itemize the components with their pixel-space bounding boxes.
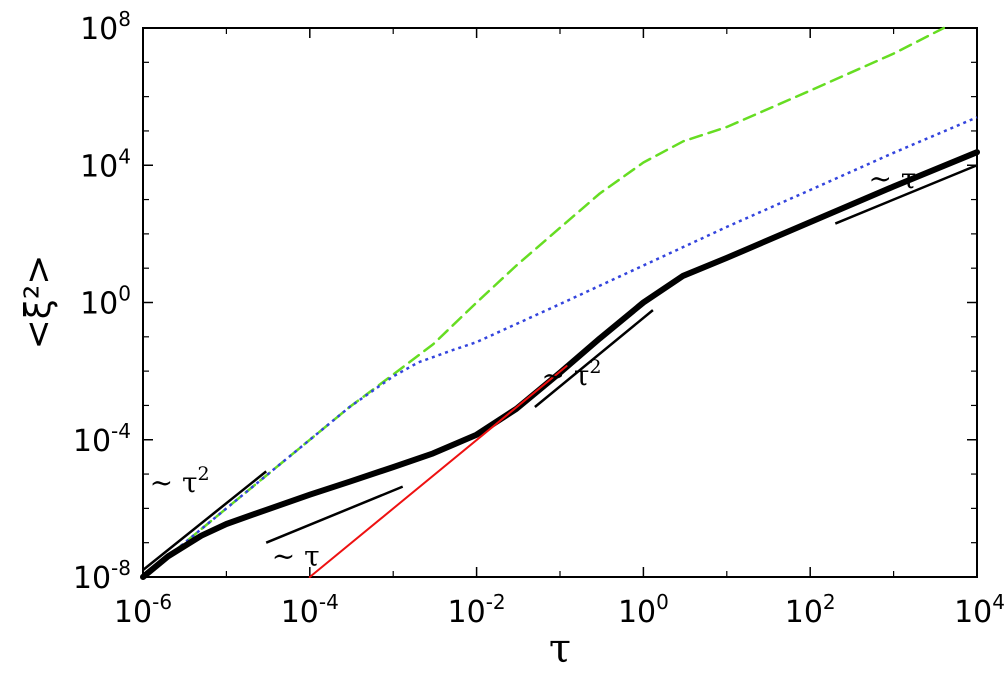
y-tick-label: 10-4 xyxy=(73,419,131,459)
series-group xyxy=(140,26,980,580)
series-solid-line xyxy=(140,149,980,580)
y-tick-labels: 10-8 10-4 100 104 108 xyxy=(73,7,131,596)
x-tick-label: 10-4 xyxy=(281,590,339,630)
series-dotted-line xyxy=(142,116,978,578)
slope-annotation: ~ τ2 xyxy=(541,356,601,392)
slope-guide-line xyxy=(142,470,267,571)
x-axis-title: τ xyxy=(549,626,571,672)
x-tick-label: 10-6 xyxy=(114,590,172,630)
tick-marks xyxy=(142,27,978,578)
slope-guide-line xyxy=(834,164,978,225)
series-solid-line xyxy=(308,365,568,578)
series-dashed-line xyxy=(141,26,946,579)
y-tick-label: 104 xyxy=(80,144,131,184)
y-tick-label: 100 xyxy=(80,282,131,322)
x-tick-label: 10-2 xyxy=(448,590,506,630)
slope-annotation: ~ τ xyxy=(868,162,916,195)
slope-guide-line xyxy=(265,485,404,544)
slope-guide-line xyxy=(534,309,654,408)
x-tick-labels: 10-6 10-4 10-2 100 102 104 xyxy=(114,590,1005,630)
y-tick-label: 10-8 xyxy=(73,556,131,596)
x-tick-label: 104 xyxy=(954,590,1005,630)
y-axis-title: <ξ²> xyxy=(18,255,59,350)
plot-frame xyxy=(142,27,978,578)
guide-lines xyxy=(142,164,978,571)
annotations: ~ τ2 ~ τ ~ τ2 ~ τ xyxy=(150,162,917,572)
y-tick-label: 108 xyxy=(80,7,131,47)
slope-annotation: ~ τ xyxy=(272,539,320,572)
x-tick-label: 102 xyxy=(785,590,836,630)
slope-annotation: ~ τ2 xyxy=(150,463,210,499)
x-tick-label: 100 xyxy=(618,590,669,630)
